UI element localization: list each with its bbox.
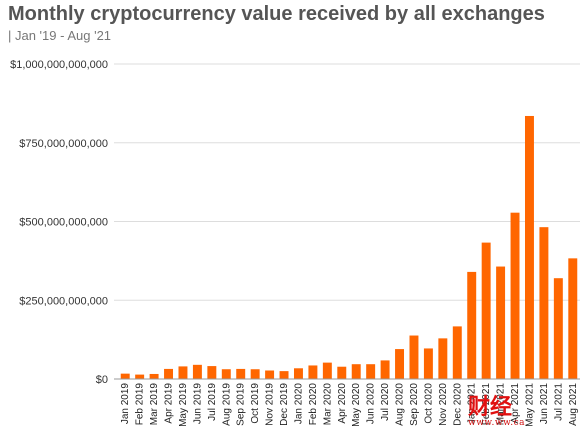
x-tick-label: Jul 2019 xyxy=(207,383,218,421)
watermark-sub: www.ww.ca xyxy=(468,418,526,428)
x-tick-label: Dec 2019 xyxy=(279,383,290,426)
y-tick-label: $500,000,000,000 xyxy=(19,217,108,229)
x-tick-label: Apr 2020 xyxy=(337,383,348,424)
bar xyxy=(539,227,549,379)
x-tick-label: Feb 2021 xyxy=(481,383,492,426)
bar xyxy=(293,368,303,379)
x-tick-label: Sep 2019 xyxy=(236,383,247,426)
x-tick-label: Aug 2021 xyxy=(568,383,579,426)
bars xyxy=(120,115,578,379)
bar xyxy=(524,115,534,379)
bar xyxy=(279,371,289,379)
x-tick-label: May 2020 xyxy=(351,383,362,427)
x-tick-label: Jan 2020 xyxy=(293,383,304,425)
chart-title: Monthly cryptocurrency value received by… xyxy=(8,3,545,25)
bar xyxy=(149,373,159,379)
x-tick-label: Mar 2020 xyxy=(322,383,333,426)
y-tick-label: $0 xyxy=(96,374,108,386)
bar xyxy=(164,368,174,379)
bar xyxy=(308,365,318,379)
x-tick-label: May 2019 xyxy=(178,383,189,427)
x-tick-label: Mar 2021 xyxy=(496,383,507,426)
bar xyxy=(553,278,563,379)
bar xyxy=(380,360,390,379)
x-tick-label: Oct 2020 xyxy=(423,383,434,424)
x-tick-label: Jul 2021 xyxy=(553,383,564,421)
y-tick-label: $250,000,000,000 xyxy=(19,295,108,307)
bar xyxy=(221,369,231,379)
x-tick-label: Jan 2021 xyxy=(467,383,478,425)
x-tick-label: May 2021 xyxy=(524,383,535,427)
x-tick-label: Feb 2019 xyxy=(135,383,146,426)
x-tick-label: Feb 2020 xyxy=(308,383,319,426)
x-tick-label: Jul 2020 xyxy=(380,383,391,421)
x-tick-label: Apr 2019 xyxy=(164,383,175,424)
bar xyxy=(322,362,332,379)
x-axis-ticks: Jan 2019 Feb 2019 Mar 2019 Apr 2019 May 2019… xyxy=(120,383,579,427)
x-tick-label: Jun 2021 xyxy=(539,383,550,425)
x-tick-label: Jun 2019 xyxy=(192,383,203,425)
x-tick-label: Oct 2019 xyxy=(250,383,261,424)
x-tick-label: Mar 2019 xyxy=(149,383,160,426)
chart-subtitle: | Jan '19 - Aug '21 xyxy=(8,28,112,43)
bar xyxy=(236,368,246,379)
bar xyxy=(467,271,477,379)
x-tick-label: Dec 2020 xyxy=(452,383,463,426)
bar xyxy=(120,373,130,379)
bar xyxy=(265,370,275,379)
bar xyxy=(351,364,361,379)
x-tick-label: Nov 2020 xyxy=(438,383,449,426)
x-tick-label: Apr 2021 xyxy=(510,383,521,424)
bar xyxy=(481,242,491,379)
x-tick-label: Sep 2020 xyxy=(409,383,420,426)
bar xyxy=(395,349,405,379)
x-tick-label: Aug 2019 xyxy=(221,383,232,426)
bar xyxy=(568,258,578,379)
bar xyxy=(337,366,347,379)
x-tick-label: Nov 2019 xyxy=(265,383,276,426)
bar xyxy=(250,369,260,379)
bar xyxy=(192,364,202,379)
bar xyxy=(496,266,506,379)
bar xyxy=(438,338,448,379)
x-tick-label: Jan 2019 xyxy=(120,383,131,425)
y-tick-label: $1,000,000,000,000 xyxy=(10,59,108,71)
x-tick-label: Aug 2020 xyxy=(395,383,406,426)
bar xyxy=(409,335,419,379)
y-tick-label: $750,000,000,000 xyxy=(19,138,108,150)
bar xyxy=(207,366,217,379)
bar xyxy=(510,212,520,379)
bar xyxy=(423,348,433,379)
bar xyxy=(178,366,188,379)
watermark: 财经 www.ww.ca xyxy=(468,396,525,428)
y-axis-ticks: $0 $250,000,000,000 $500,000,000,000 $750,0… xyxy=(10,59,108,386)
watermark-main: 财经 xyxy=(468,394,513,420)
gridlines xyxy=(114,63,580,301)
bar xyxy=(135,374,145,379)
bar xyxy=(452,326,462,379)
x-tick-label: Jun 2020 xyxy=(366,383,377,425)
bar xyxy=(366,364,376,379)
